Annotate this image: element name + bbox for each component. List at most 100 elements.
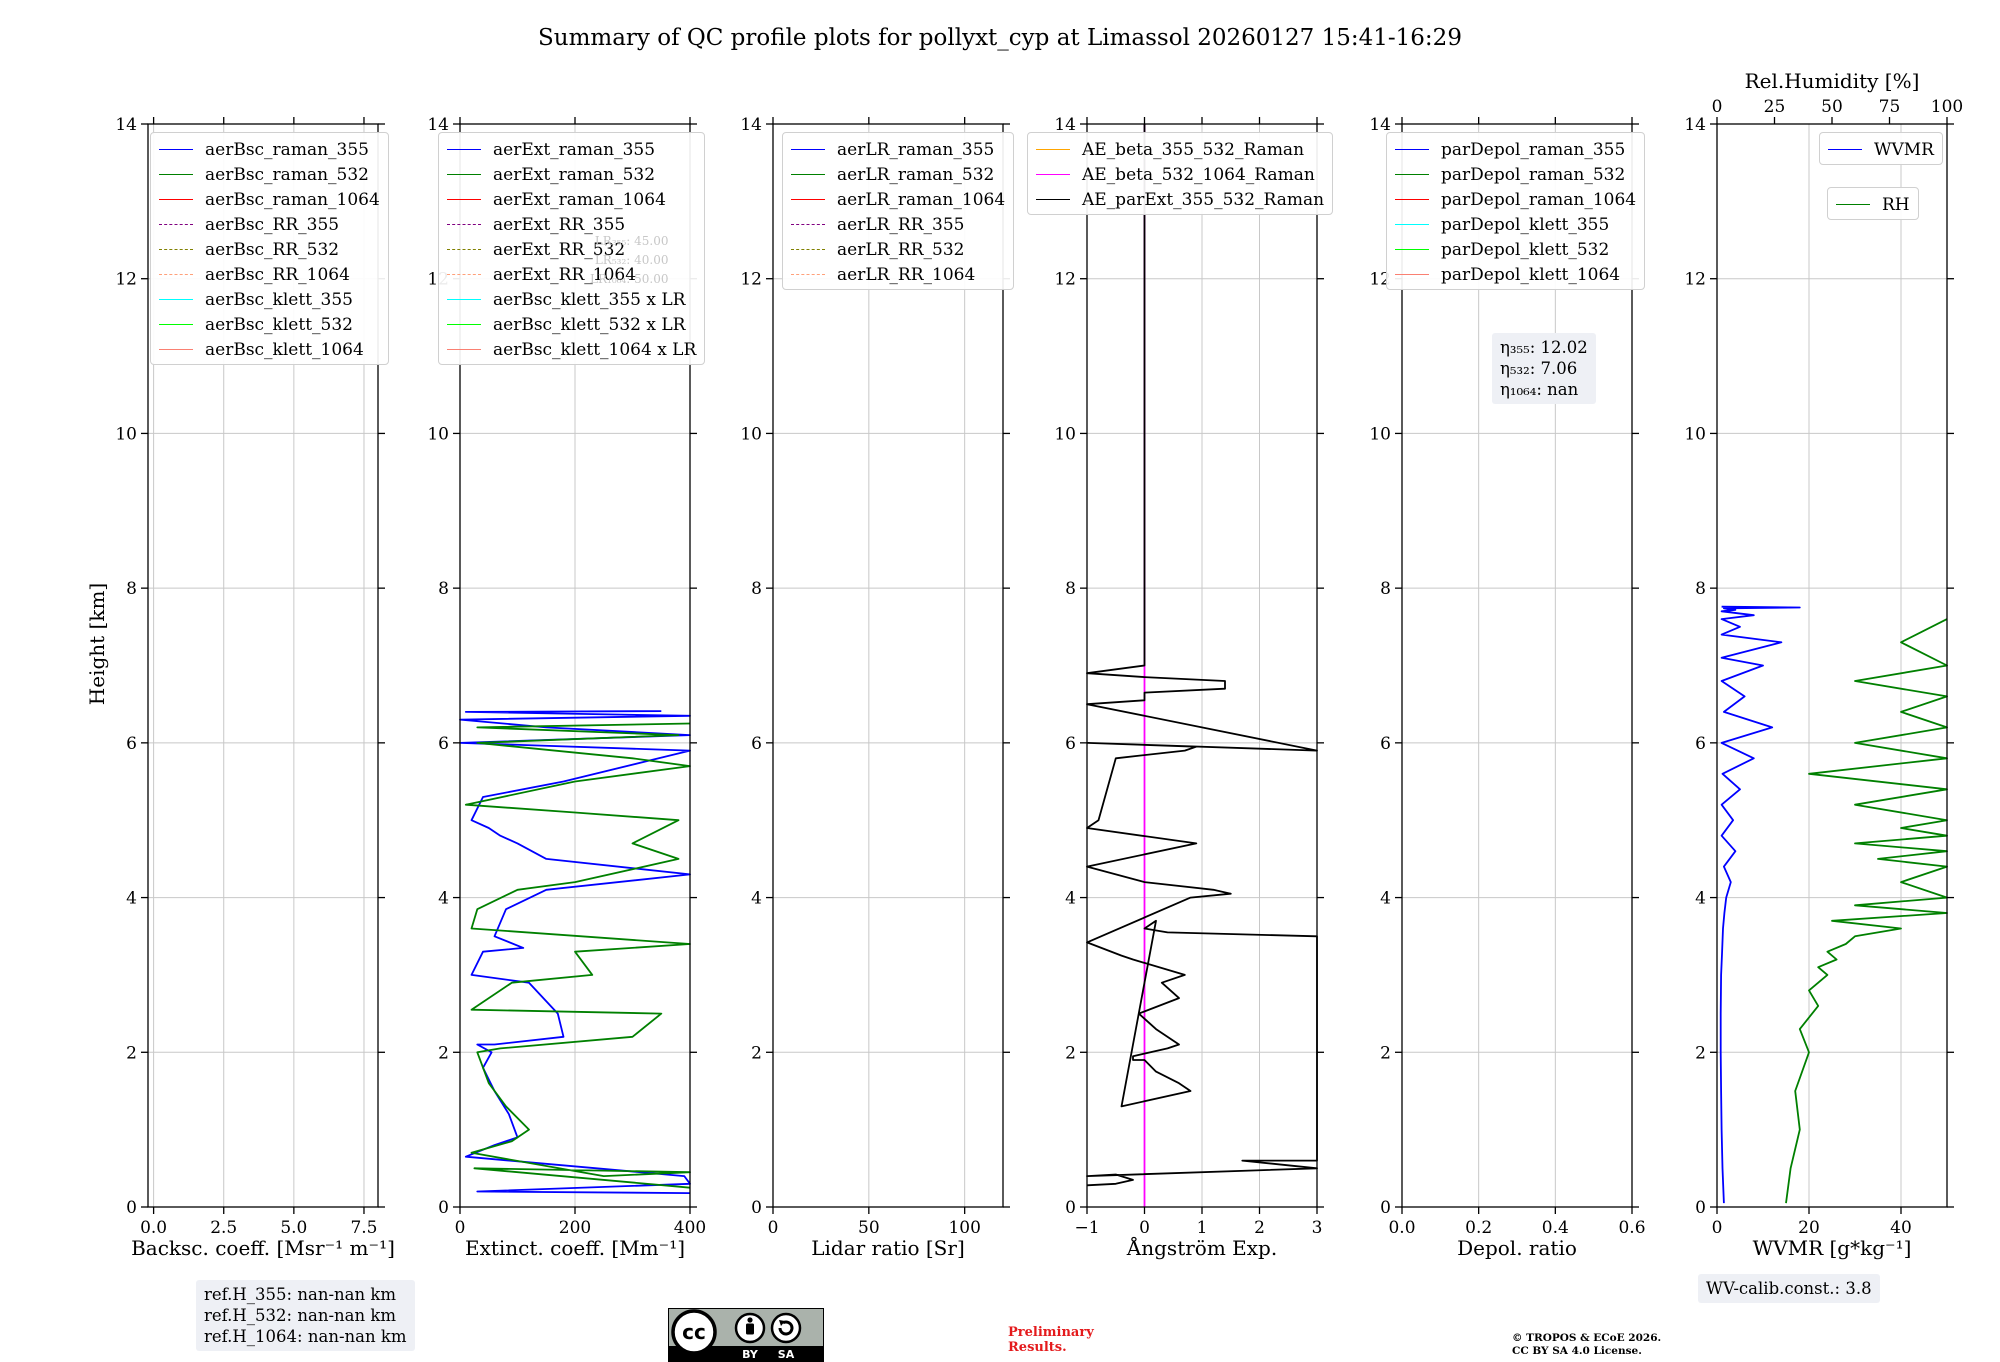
legend-entry: parDepol_raman_1064: [1395, 187, 1636, 212]
legend-swatch: [1395, 174, 1429, 175]
y-tick-label: 8: [1695, 579, 1706, 599]
y-tick-label: 2: [126, 1043, 137, 1063]
y-tick-label: 0: [1065, 1198, 1076, 1218]
plot-frame: [772, 123, 1004, 1208]
y-tick-label: 2: [1695, 1043, 1706, 1063]
legend-label: aerBsc_klett_355 x LR: [493, 289, 686, 310]
legend-entry: AE_parExt_355_532_Raman: [1036, 187, 1324, 212]
legend-label: aerLR_raman_1064: [837, 189, 1006, 210]
lr-note-532: LR₅₃₂: 40.00: [594, 253, 669, 267]
legend-swatch: [159, 224, 193, 225]
y-tick-label: 14: [1054, 115, 1076, 135]
cc-icon-label: cc: [682, 1320, 706, 1344]
legend-entry: AE_beta_355_532_Raman: [1036, 137, 1324, 162]
copyright-line-2: CC BY SA 4.0 License.: [1512, 1345, 1642, 1357]
x-axis-label: WVMR [g*kg⁻¹]: [1753, 1236, 1912, 1260]
legend-lidar-ratio: aerLR_raman_355 aerLR_raman_532 aerLR_rama…: [782, 132, 1015, 290]
legend-swatch: [1036, 199, 1070, 200]
cc-license-badge: cc BY SA: [668, 1308, 824, 1362]
legend-entry: aerBsc_RR_355: [159, 212, 380, 237]
legend-swatch: [791, 174, 825, 175]
legend-label: RH: [1882, 194, 1910, 215]
y-tick-label: 2: [1065, 1043, 1076, 1063]
legend-swatch: [447, 299, 481, 300]
legend-label: aerExt_raman_1064: [493, 189, 666, 210]
legend-entry: aerLR_raman_1064: [791, 187, 1005, 212]
legend-entry: aerLR_RR_1064: [791, 262, 1005, 287]
y-tick-label: 10: [427, 424, 449, 444]
y-tick-label: 8: [1380, 579, 1391, 599]
legend-swatch: [1395, 224, 1429, 225]
legend-entry: aerLR_RR_532: [791, 237, 1005, 262]
x-tick-label: 2: [1254, 1218, 1265, 1238]
legend-label: aerExt_RR_355: [493, 214, 626, 235]
x-tick-label: 0: [768, 1218, 779, 1238]
legend-entry: RH: [1836, 192, 1910, 217]
legend-entry: parDepol_klett_355: [1395, 212, 1636, 237]
legend-swatch: [159, 349, 193, 350]
x-tick-label: 0: [1139, 1218, 1150, 1238]
x-tick-label: 50: [858, 1218, 880, 1238]
y-tick-label: 14: [740, 115, 762, 135]
ref-height-355: ref.H_355: nan-nan km: [204, 1285, 396, 1304]
plot-frame: [147, 123, 379, 1208]
legend-label: aerLR_RR_1064: [837, 264, 976, 285]
legend-label: aerBsc_RR_1064: [205, 264, 350, 285]
legend-swatch: [791, 274, 825, 275]
x-tick-label: 0.0: [1388, 1218, 1415, 1238]
panel-depolarization: 0 2 4 6 8 10 12 14 0.0 0.2 0.4 0.6 Depol. ratio: [1369, 115, 1645, 1260]
y-tick-label: 14: [427, 115, 449, 135]
x-axis-label: Depol. ratio: [1457, 1236, 1577, 1260]
legend-entry: aerBsc_klett_355: [159, 287, 380, 312]
wv-calib-text: WV-calib.const.: 3.8: [1706, 1279, 1872, 1298]
legend-swatch: [447, 149, 481, 150]
legend-label: aerBsc_raman_355: [205, 139, 369, 160]
y-tick-label: 14: [1684, 115, 1706, 135]
y-tick-label: 2: [438, 1043, 449, 1063]
y-tick-label: 12: [1369, 270, 1391, 290]
legend-entry: aerLR_raman_532: [791, 162, 1005, 187]
x-axis-label: Lidar ratio [Sr]: [811, 1236, 965, 1260]
ref-height-532: ref.H_532: nan-nan km: [204, 1306, 396, 1325]
x-tick-label: 5.0: [280, 1218, 307, 1238]
y-tick-label: 6: [751, 734, 762, 754]
y-tick-label: 2: [1380, 1043, 1391, 1063]
plot-frame: [1716, 123, 1948, 1208]
legend-entry: WVMR: [1828, 137, 1934, 162]
legend-swatch: [1395, 199, 1429, 200]
x-tick-label: 0.2: [1465, 1218, 1492, 1238]
legend-label: AE_beta_355_532_Raman: [1082, 139, 1305, 160]
y-tick-label: 12: [740, 270, 762, 290]
by-label: BY: [742, 1348, 759, 1361]
legend-swatch: [159, 249, 193, 250]
lr-note-355: LR₃₅₅: 45.00: [594, 234, 669, 248]
legend-label: aerLR_raman_355: [837, 139, 995, 160]
legend-swatch: [1828, 149, 1862, 150]
y-tick-label: 0: [1380, 1198, 1391, 1218]
legend-label: WVMR: [1874, 139, 1934, 160]
legend-swatch: [1395, 149, 1429, 150]
legend-label: parDepol_klett_355: [1441, 214, 1610, 235]
legend-swatch: [447, 224, 481, 225]
plot-frame: [1401, 123, 1633, 1208]
legend-entry: aerBsc_klett_355 x LR: [447, 287, 696, 312]
legend-entry: aerExt_raman_532: [447, 162, 696, 187]
legend-wvmr: WVMR: [1819, 132, 1943, 165]
legend-swatch: [791, 199, 825, 200]
legend-swatch: [447, 274, 481, 275]
legend-rh: RH: [1827, 187, 1919, 220]
y-tick-label: 0: [126, 1198, 137, 1218]
wv-calib-box: WV-calib.const.: 3.8: [1698, 1274, 1880, 1303]
legend-entry: parDepol_klett_532: [1395, 237, 1636, 262]
y-tick-label: 4: [751, 889, 762, 909]
legend-label: aerBsc_RR_355: [205, 214, 340, 235]
top-x-tick-label: 50: [1821, 97, 1843, 117]
eta-1064: η₁₀₆₄: nan: [1500, 380, 1579, 399]
x-tick-label: 0.4: [1542, 1218, 1569, 1238]
legend-entry: aerExt_RR_355: [447, 212, 696, 237]
legend-swatch: [159, 324, 193, 325]
legend-entry: aerBsc_raman_355: [159, 137, 380, 162]
top-x-tick-label: 0: [1712, 97, 1723, 117]
